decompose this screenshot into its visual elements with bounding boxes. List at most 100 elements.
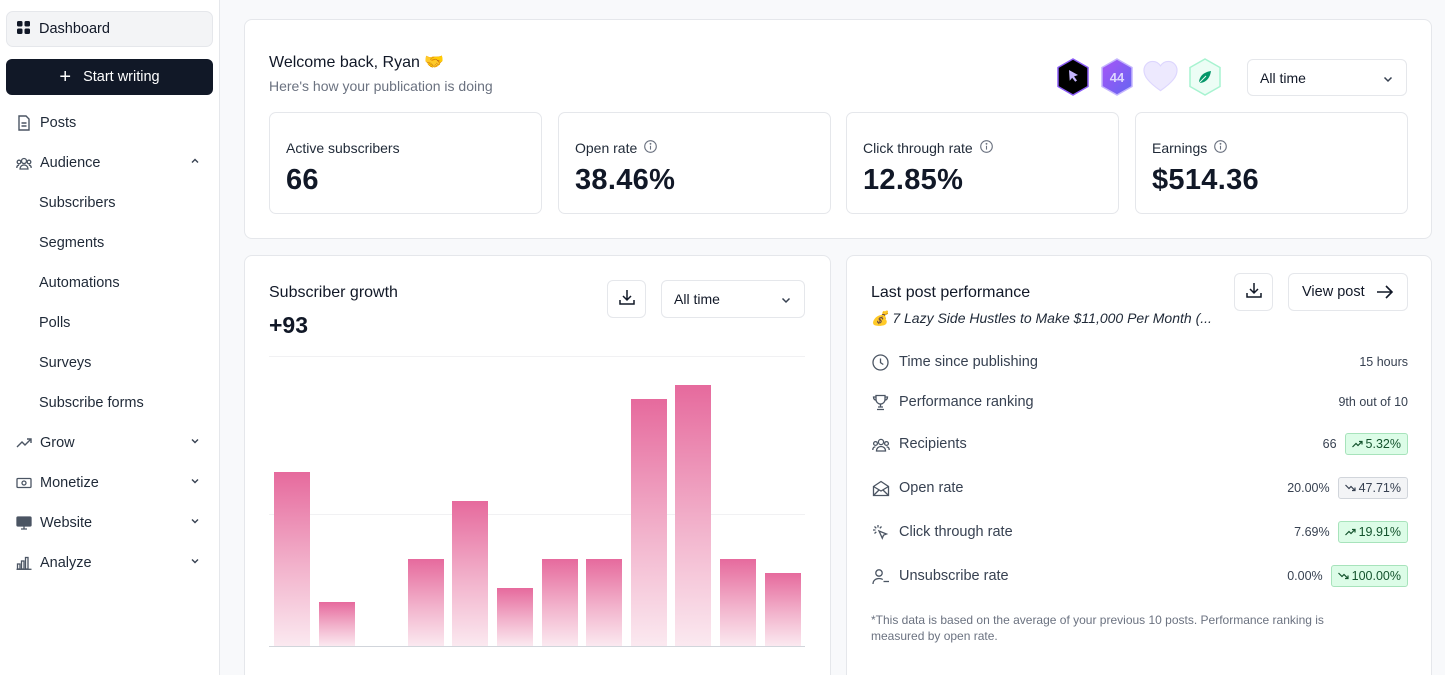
chevron-down-icon <box>189 475 201 491</box>
sidebar-item-analyze[interactable]: Analyze <box>6 543 213 583</box>
heart-badge-icon[interactable] <box>1143 58 1178 96</box>
change-value: 100.00% <box>1351 569 1401 583</box>
sidebar-item-monetize[interactable]: Monetize <box>6 463 213 503</box>
trending-up-icon <box>16 435 32 451</box>
sidebar-item-label: Subscribe forms <box>39 395 144 411</box>
download-icon <box>1245 281 1263 304</box>
metric-value: 9th out of 10 <box>1338 395 1408 409</box>
metric-value: 66 <box>1322 437 1337 451</box>
chart-bar[interactable] <box>675 385 712 646</box>
cursor-badge-icon[interactable] <box>1055 58 1090 96</box>
growth-range-select[interactable]: All time <box>661 280 805 318</box>
metric-label: Unsubscribe rate <box>899 568 1009 584</box>
sidebar-item-label: Audience <box>40 155 101 171</box>
change-badge: 19.91% <box>1337 521 1408 543</box>
level-badge-icon[interactable]: 44 <box>1099 58 1134 96</box>
metric-row: Recipients 66 5.32% <box>871 432 1408 456</box>
chevron-down-icon <box>189 435 201 451</box>
grid-icon <box>17 20 30 38</box>
stat-label-text: Open rate <box>575 140 638 156</box>
chart-bar[interactable] <box>497 588 533 646</box>
sidebar-item-subscribe-forms[interactable]: Subscribe forms <box>6 383 213 423</box>
chevron-down-icon <box>189 515 201 531</box>
stat-value: 12.85% <box>863 164 964 196</box>
stat-label-text: Click through rate <box>863 140 973 156</box>
metric-label: Click through rate <box>899 524 1013 540</box>
envelope-open-icon <box>871 480 890 497</box>
growth-title: Subscriber growth <box>269 284 398 301</box>
metric-value-group: 9th out of 10 <box>1338 390 1408 414</box>
sidebar-item-label: Website <box>40 515 93 531</box>
clock-icon <box>871 353 890 371</box>
change-badge: 5.32% <box>1344 433 1408 455</box>
sidebar: Dashboard + Start writing Posts Audience… <box>0 0 220 675</box>
download-button[interactable] <box>607 280 646 318</box>
sidebar-item-dashboard[interactable]: Dashboard <box>6 11 213 47</box>
sidebar-item-website[interactable]: Website <box>6 503 213 543</box>
sidebar-item-subscribers[interactable]: Subscribers <box>6 183 213 223</box>
chart-bar[interactable] <box>764 573 801 646</box>
subscriber-growth-chart <box>269 356 805 648</box>
metric-value-group: 0.00% 100.00% <box>1287 564 1408 588</box>
download-icon <box>618 288 636 311</box>
grid-line <box>269 356 805 357</box>
page-title: Welcome back, Ryan 🤝 <box>269 54 445 71</box>
metric-value-group: 20.00% 47.71% <box>1287 476 1408 500</box>
stat-value: 66 <box>286 164 319 196</box>
chart-bar[interactable] <box>586 559 623 646</box>
chart-bar[interactable] <box>452 501 489 646</box>
info-icon[interactable] <box>1214 140 1228 156</box>
view-post-label: View post <box>1302 284 1365 300</box>
chart-bar[interactable] <box>318 602 355 646</box>
metric-value-group: 15 hours <box>1359 350 1408 374</box>
metric-value: 15 hours <box>1359 355 1408 369</box>
chart-bar[interactable] <box>274 472 310 646</box>
chart-bar[interactable] <box>541 559 578 646</box>
growth-range-value: All time <box>674 291 720 307</box>
sidebar-item-label: Segments <box>39 235 105 251</box>
metric-value: 20.00% <box>1287 481 1330 495</box>
sidebar-item-audience[interactable]: Audience <box>6 143 213 183</box>
change-value: 5.32% <box>1365 437 1401 451</box>
chart-bar[interactable] <box>720 559 756 646</box>
view-post-button[interactable]: View post <box>1288 273 1408 311</box>
monitor-icon <box>16 515 32 531</box>
time-range-value: All time <box>1260 69 1306 86</box>
sidebar-item-posts[interactable]: Posts <box>6 103 213 143</box>
stat-label-text: Active subscribers <box>286 140 400 156</box>
stat-label: Active subscribers <box>286 140 400 156</box>
trending-down-icon <box>1337 572 1349 580</box>
chart-bar[interactable] <box>630 399 667 646</box>
sidebar-item-label: Subscribers <box>39 195 116 211</box>
post-name[interactable]: 💰 7 Lazy Side Hustles to Make $11,000 Pe… <box>871 310 1212 326</box>
metric-row: Open rate 20.00% 47.71% <box>871 476 1408 500</box>
chart-bar[interactable] <box>407 559 444 646</box>
user-minus-icon <box>871 568 890 585</box>
sidebar-item-automations[interactable]: Automations <box>6 263 213 303</box>
info-icon[interactable] <box>979 140 993 156</box>
sidebar-item-grow[interactable]: Grow <box>6 423 213 463</box>
money-icon <box>16 475 32 491</box>
start-writing-button[interactable]: + Start writing <box>6 59 213 95</box>
info-icon[interactable] <box>644 140 658 156</box>
metric-label: Time since publishing <box>899 354 1038 370</box>
users-icon <box>871 437 890 452</box>
grid-line <box>269 514 805 515</box>
chevron-down-icon <box>780 293 792 309</box>
metric-row: Click through rate 7.69% 19.91% <box>871 520 1408 544</box>
sidebar-item-surveys[interactable]: Surveys <box>6 343 213 383</box>
chevron-down-icon <box>1382 72 1394 88</box>
sidebar-item-label: Monetize <box>40 475 99 491</box>
metric-value: 7.69% <box>1294 525 1330 539</box>
cursor-click-icon <box>871 524 890 541</box>
sidebar-item-polls[interactable]: Polls <box>6 303 213 343</box>
last-post-performance-card: Last post performance 💰 7 Lazy Side Hust… <box>846 255 1432 675</box>
leaf-badge-icon[interactable] <box>1187 58 1222 96</box>
sidebar-item-segments[interactable]: Segments <box>6 223 213 263</box>
sidebar-item-label: Automations <box>39 275 120 291</box>
stat-value: $514.36 <box>1152 164 1259 196</box>
download-button[interactable] <box>1234 273 1273 311</box>
metric-label: Performance ranking <box>899 394 1034 410</box>
time-range-select[interactable]: All time <box>1247 59 1407 96</box>
post-performance-title: Last post performance <box>871 284 1031 301</box>
